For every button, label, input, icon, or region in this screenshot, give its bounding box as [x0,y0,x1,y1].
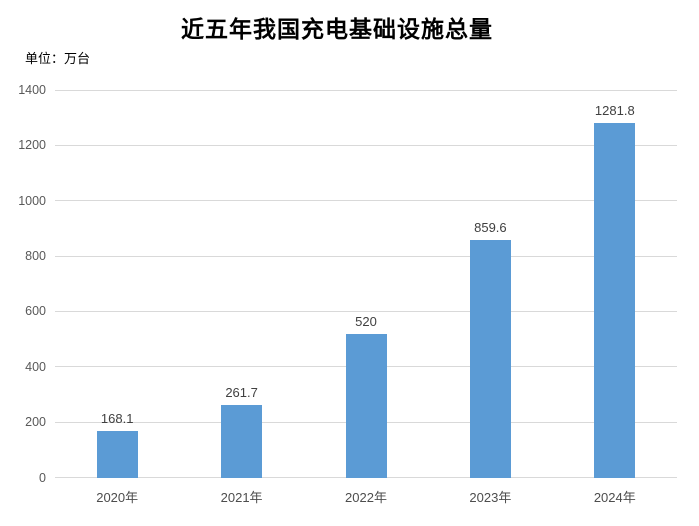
gridline [55,255,677,257]
bar-2022年 [345,333,387,478]
y-tick-label: 1000 [18,193,46,208]
chart-title: 近五年我国充电基础设施总量 [181,16,493,43]
x-tick-label-2021年: 2021年 [220,489,263,505]
data-label-2024年: 1281.8 [594,102,635,118]
bar-2020年 [96,430,138,478]
unit-label: 单位：万台 [25,51,91,66]
y-tick-label: 800 [25,249,46,264]
y-tick-label: 0 [39,470,46,485]
y-tick-label: 1400 [18,83,46,97]
y-tick-label: 600 [25,304,46,319]
data-label-2020年: 168.1 [100,410,134,426]
gridline [55,144,677,146]
y-tick-label: 200 [25,415,46,430]
x-tick-label-2023年: 2023年 [469,489,512,505]
bar-2021年 [221,405,263,478]
x-tick-label-2022年: 2022年 [345,489,387,505]
y-tick-label: 400 [25,359,46,374]
y-tick-label: 1200 [18,138,46,153]
data-label-2023年: 859.6 [474,219,507,235]
x-tick-label-2020年: 2020年 [96,489,139,505]
bar-2023年 [469,239,511,478]
plot-area: 168.1 261.7 520 859.6 1281.8 [55,89,677,478]
gridline [55,200,677,202]
bar-2024年 [594,122,636,478]
x-axis-line [55,477,677,478]
data-label-2022年: 520 [355,313,377,329]
gridline [55,310,677,312]
data-label-2021年: 261.7 [225,385,258,401]
gridline [55,89,677,91]
x-tick-label-2024年: 2024年 [593,489,636,505]
